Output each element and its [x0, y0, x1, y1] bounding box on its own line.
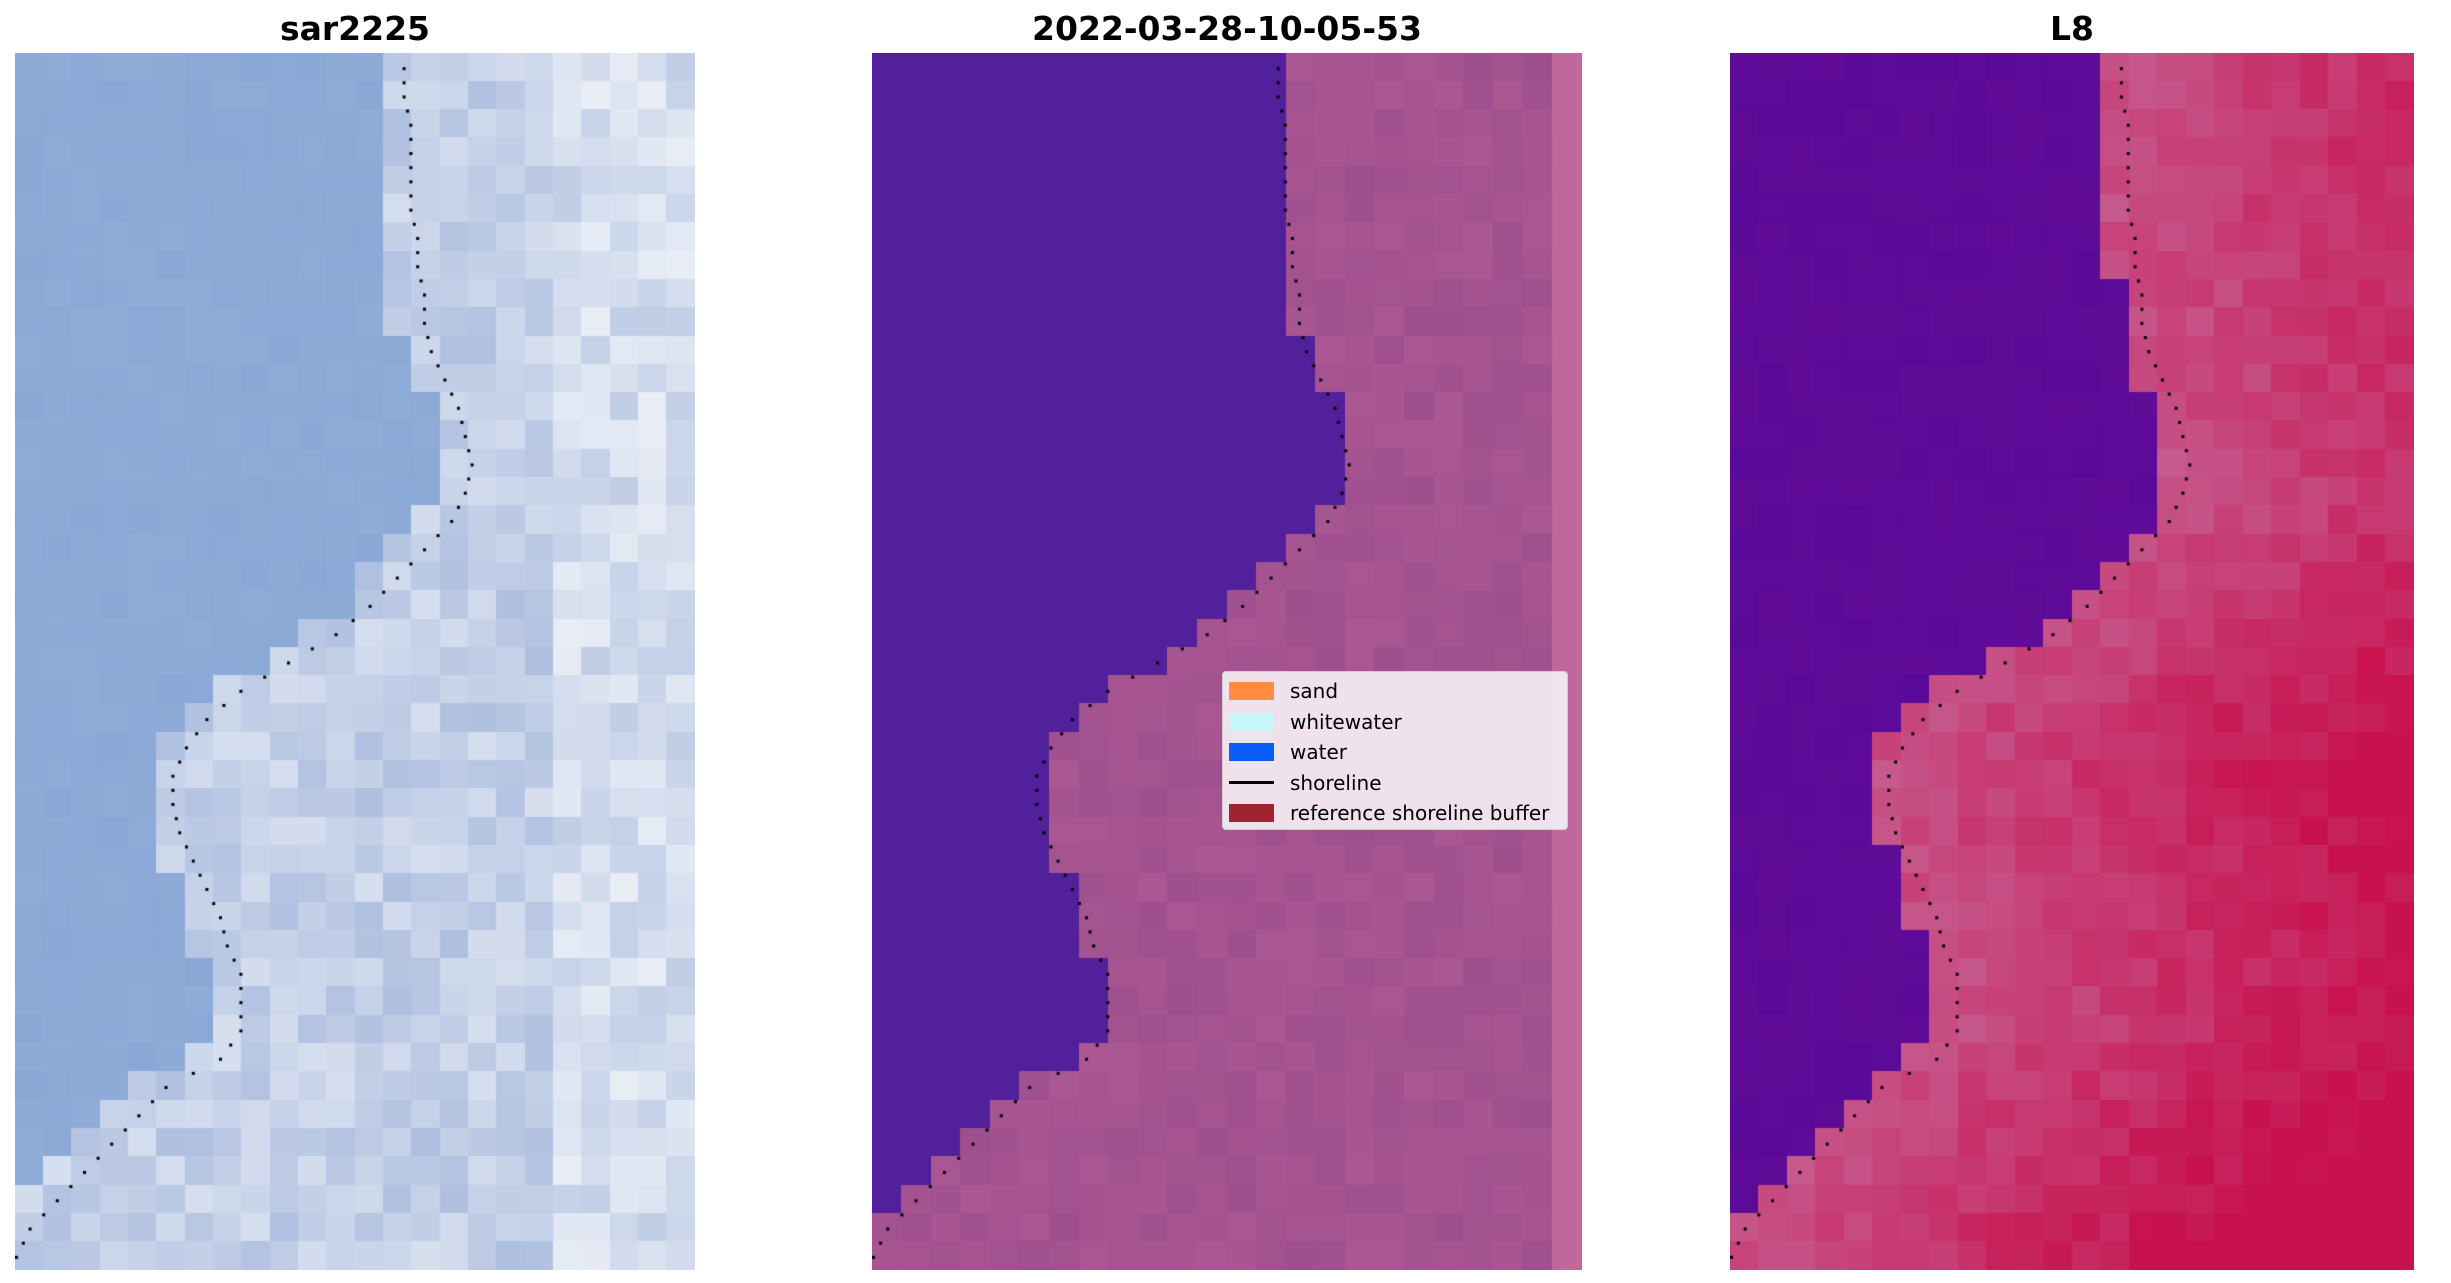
panel-title-classified: 2022-03-28-10-05-53	[1032, 9, 1422, 48]
shoreline-line-icon	[1229, 781, 1274, 785]
legend-item-shoreline: shoreline	[1229, 768, 1561, 799]
panel-title-sar: sar2225	[279, 9, 431, 48]
reference-buffer-swatch	[1229, 804, 1274, 823]
legend-item-sand: sand	[1229, 676, 1561, 707]
legend-label: whitewater	[1290, 709, 1402, 734]
whitewater-swatch	[1229, 712, 1274, 731]
legend-label: shoreline	[1290, 770, 1382, 795]
legend-label: water	[1290, 740, 1347, 765]
index-image	[1730, 53, 2414, 1270]
legend-label: sand	[1290, 679, 1339, 704]
legend-item-whitewater: whitewater	[1229, 707, 1561, 738]
classified-image	[872, 53, 1582, 1270]
water-swatch	[1229, 743, 1274, 762]
legend-label: reference shoreline buffer	[1290, 801, 1550, 826]
legend-item-reference-buffer: reference shoreline buffer	[1229, 798, 1561, 829]
legend: sand whitewater water shoreline referenc…	[1222, 671, 1568, 830]
legend-item-water: water	[1229, 737, 1561, 768]
sand-swatch	[1229, 682, 1274, 701]
panel-title-index: L8	[2050, 9, 2094, 48]
sar-image	[15, 53, 695, 1270]
